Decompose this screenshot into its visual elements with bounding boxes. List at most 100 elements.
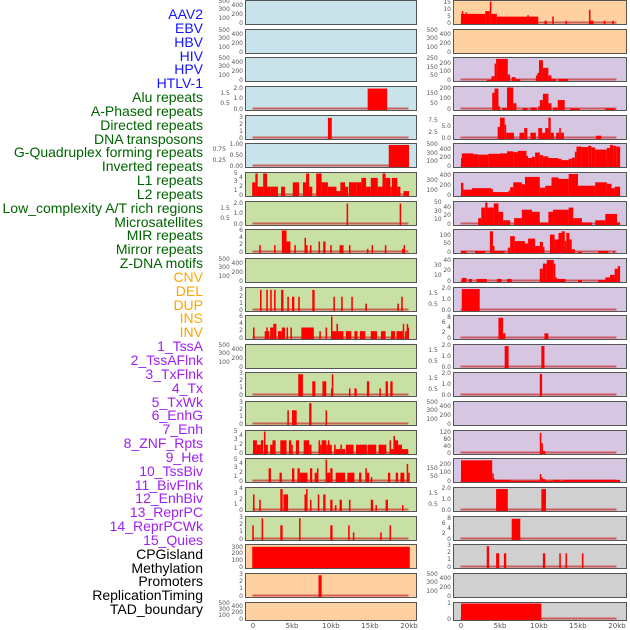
data-bar xyxy=(514,218,522,225)
track-label: Promoters xyxy=(138,573,203,590)
data-bar xyxy=(380,532,382,540)
y-tick-label: 40 xyxy=(443,257,451,265)
data-bar xyxy=(603,20,606,24)
data-bar xyxy=(403,191,409,196)
y-tick-label: 200 xyxy=(231,354,243,362)
data-bar xyxy=(481,207,486,225)
y-tick-label: 500 xyxy=(218,599,230,607)
y-tick-label: 0 xyxy=(239,306,243,314)
y-tick-label: 0 xyxy=(447,76,451,84)
y-tick-label: 2 xyxy=(447,549,451,557)
x-tick-label: 15kb xyxy=(361,622,379,630)
data-bar xyxy=(252,546,410,568)
data-bar xyxy=(340,444,342,454)
data-bar xyxy=(391,177,398,196)
y-tick-label: 1 xyxy=(239,127,243,135)
data-bar xyxy=(387,472,391,482)
data-bar xyxy=(541,346,545,368)
data-bar xyxy=(281,230,287,253)
y-tick-label: 1.00 xyxy=(229,140,243,148)
data-bar xyxy=(522,107,528,110)
y-tick-label: 120 xyxy=(439,429,451,437)
track-panel-left xyxy=(245,573,417,598)
data-bar xyxy=(322,381,327,396)
y-tick-label: 40 xyxy=(443,442,451,450)
y-tick-label: 2 xyxy=(239,521,243,529)
data-bar xyxy=(259,245,261,253)
y-tick-label: 0 xyxy=(239,277,243,285)
data-bar xyxy=(558,78,568,81)
data-bar xyxy=(507,278,512,282)
data-bar xyxy=(504,124,507,139)
y-tick-label: 3 xyxy=(239,113,243,121)
data-bar xyxy=(295,440,300,454)
data-bar xyxy=(551,78,557,81)
y-tick-label: 400 xyxy=(231,345,243,353)
data-bar xyxy=(507,87,514,110)
data-bar xyxy=(366,186,371,196)
baseline xyxy=(252,164,409,167)
y-tick-label: 0 xyxy=(239,334,243,342)
data-bar xyxy=(281,289,284,311)
y-tick-label: 1.5 xyxy=(220,89,230,97)
baseline xyxy=(252,336,409,339)
data-bar xyxy=(370,177,378,196)
data-bar xyxy=(537,72,539,81)
data-bar xyxy=(345,186,349,196)
data-bar xyxy=(535,75,538,81)
data-bar xyxy=(270,327,274,339)
y-tick-label: 300 xyxy=(231,543,243,551)
y-tick-label: 2.0 xyxy=(441,485,451,493)
data-bar xyxy=(496,489,508,511)
y-tick-label: 400 xyxy=(439,145,451,153)
y-tick-label: 300 xyxy=(218,264,230,272)
data-bar xyxy=(605,277,610,282)
track-panel-right xyxy=(453,516,627,541)
data-bar xyxy=(571,249,575,253)
data-bar xyxy=(327,186,337,196)
y-tick-label: 0 xyxy=(447,334,451,342)
y-tick-label: 4 xyxy=(239,485,243,493)
y-tick-label: 100 xyxy=(426,416,438,424)
data-bar xyxy=(348,182,357,196)
data-bar xyxy=(498,211,504,225)
y-tick-label: 0.0 xyxy=(233,220,243,228)
data-bar xyxy=(273,323,277,339)
data-bar xyxy=(485,11,490,24)
baseline xyxy=(252,308,409,311)
y-tick-label: 6 xyxy=(441,519,446,527)
data-bar xyxy=(541,489,547,511)
baseline xyxy=(460,393,617,396)
data-bar xyxy=(259,499,261,511)
y-tick-label: 150 xyxy=(426,63,438,71)
data-bar xyxy=(366,472,370,482)
baseline xyxy=(252,222,409,225)
data-bar xyxy=(531,156,536,167)
track-label: HTLV-1 xyxy=(156,75,203,92)
data-bar xyxy=(598,279,606,282)
data-bar xyxy=(578,279,582,282)
data-bar xyxy=(494,88,499,110)
data-bar xyxy=(301,327,314,339)
data-bar xyxy=(331,388,333,396)
y-tick-label: 200 xyxy=(439,411,451,419)
data-bar xyxy=(265,444,268,454)
data-bar xyxy=(361,177,367,196)
data-bar xyxy=(393,435,395,454)
y-tick-label: 2.0 xyxy=(441,370,451,378)
data-bar xyxy=(489,231,493,253)
data-bar xyxy=(492,473,494,482)
y-tick-label: 200 xyxy=(231,609,243,617)
y-tick-label: 2.0 xyxy=(441,342,451,350)
data-bar xyxy=(555,277,557,282)
data-bar xyxy=(252,525,254,540)
y-tick-label: 200 xyxy=(439,583,451,591)
x-tick-label: 0 xyxy=(459,622,463,630)
data-bar xyxy=(559,553,561,568)
data-bar xyxy=(548,103,552,110)
data-bar xyxy=(391,449,394,454)
y-tick-label: 2 xyxy=(239,292,243,300)
data-bar xyxy=(356,182,362,196)
data-bar xyxy=(491,76,495,81)
data-bar xyxy=(354,331,358,339)
